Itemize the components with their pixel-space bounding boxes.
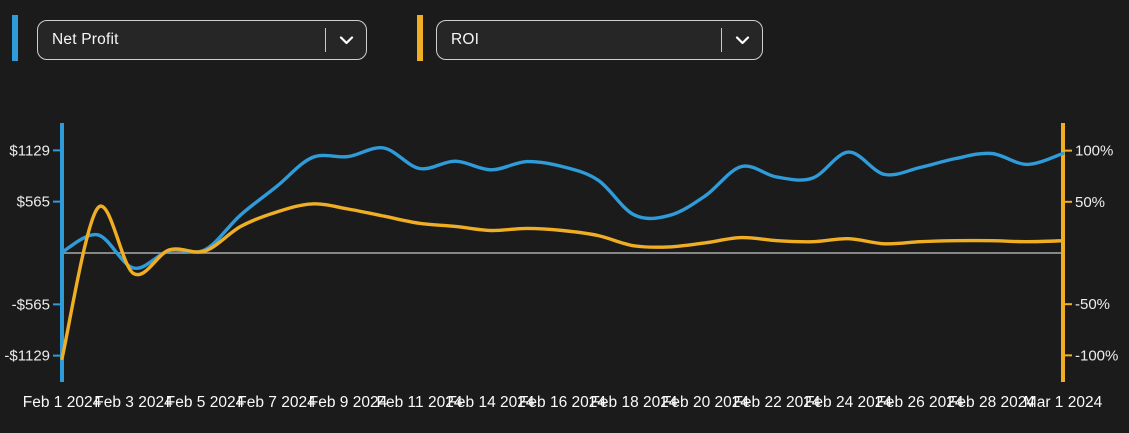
chart-svg: $1129 $565 -$565 -$1129 100% 50% -50% -100% Feb … bbox=[4, 123, 1118, 411]
roi-dropdown-value: ROI bbox=[451, 31, 480, 48]
right-axis-tick-label: -50% bbox=[1075, 296, 1110, 313]
right-axis-tick-label: 50% bbox=[1075, 194, 1105, 211]
roi-dropdown[interactable]: ROI bbox=[436, 20, 763, 60]
dropdown-divider bbox=[721, 28, 722, 52]
x-axis-label: Feb 11 2024 bbox=[377, 394, 463, 411]
x-axis-label: Feb 18 2024 bbox=[590, 394, 677, 411]
x-axis-label: Feb 26 2024 bbox=[876, 394, 963, 411]
right-axis-tick-label: -100% bbox=[1075, 347, 1118, 364]
x-axis-label: Feb 14 2024 bbox=[447, 394, 534, 411]
net-profit-dropdown[interactable]: Net Profit bbox=[37, 20, 367, 60]
left-axis-tick-label: $565 bbox=[17, 194, 50, 211]
x-axis-label: Feb 7 2024 bbox=[237, 394, 316, 411]
dropdown-divider bbox=[325, 28, 326, 52]
left-axis-tick-label: $1129 bbox=[9, 142, 50, 159]
x-axis-label: Feb 20 2024 bbox=[662, 394, 749, 411]
net-profit-line[interactable] bbox=[60, 146, 1065, 270]
left-axis-tick-label: -$1129 bbox=[4, 348, 50, 365]
x-axis-label: Feb 24 2024 bbox=[805, 394, 892, 411]
x-axis-label: Feb 9 2024 bbox=[309, 394, 388, 411]
right-axis-tick-label: 100% bbox=[1075, 143, 1113, 160]
left-axis-tick-label: -$565 bbox=[12, 296, 50, 313]
chevron-down-icon[interactable] bbox=[722, 35, 762, 45]
x-axis-label: Feb 16 2024 bbox=[519, 394, 606, 411]
x-axis-label: Mar 1 2024 bbox=[1024, 394, 1103, 411]
roi-line[interactable] bbox=[60, 202, 1065, 361]
roi-color-bar bbox=[417, 15, 423, 61]
x-axis-label: Feb 3 2024 bbox=[94, 394, 173, 411]
x-axis-label: Feb 5 2024 bbox=[166, 394, 245, 411]
x-axis-label: Feb 22 2024 bbox=[733, 394, 820, 411]
chart-area: $1129 $565 -$565 -$1129 100% 50% -50% -100% Feb … bbox=[0, 110, 1129, 428]
x-axis-label: Feb 28 2024 bbox=[948, 394, 1035, 411]
net-profit-dropdown-value: Net Profit bbox=[52, 31, 119, 48]
chevron-down-icon[interactable] bbox=[326, 35, 366, 45]
net-profit-color-bar bbox=[12, 15, 18, 61]
x-axis-label: Feb 1 2024 bbox=[23, 394, 102, 411]
